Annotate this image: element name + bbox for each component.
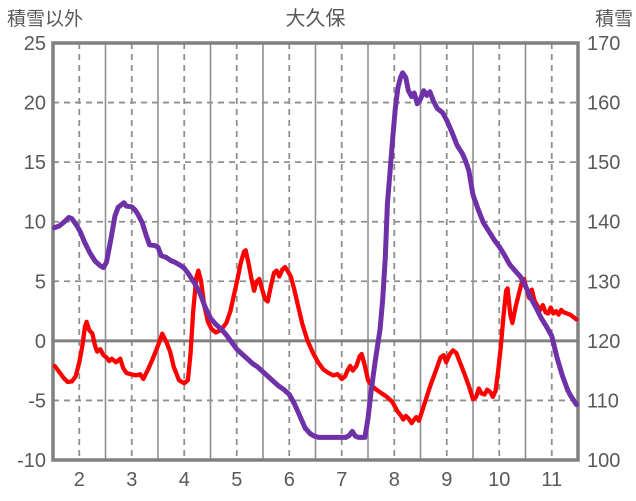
- left-axis-tick-label: 20: [24, 93, 46, 115]
- left-axis-tick-label: 5: [35, 271, 46, 293]
- left-axis-tick-label: -10: [17, 450, 46, 472]
- x-axis-tick-label: 9: [441, 469, 452, 491]
- x-axis-tick-label: 8: [389, 469, 400, 491]
- right-axis-tick-label: 110: [587, 390, 619, 412]
- left-axis-tick-label: -5: [28, 390, 46, 412]
- right-axis-tick-label: 100: [587, 450, 620, 472]
- x-axis-tick-label: 3: [126, 469, 137, 491]
- plot-border: [51, 41, 580, 462]
- right-axis-tick-label: 170: [587, 33, 620, 55]
- chart-title: 大久保: [285, 8, 346, 30]
- left-axis-tick-label: 15: [24, 152, 46, 174]
- non-snow-series-line: [52, 248, 579, 426]
- right-axis-tick-label: 140: [587, 212, 620, 234]
- x-axis-tick-label: 5: [231, 469, 242, 491]
- snow-depth-series-line: [52, 70, 579, 440]
- right-axis-title: 積雪: [594, 9, 633, 30]
- x-axis-tick-label: 6: [284, 469, 295, 491]
- left-axis-tick-label: 0: [35, 331, 46, 353]
- right-axis-tick-label: 130: [587, 271, 620, 293]
- x-axis-tick-label: 4: [179, 469, 190, 491]
- x-axis-tick-label: 10: [488, 469, 510, 491]
- x-axis-tick-label: 2: [74, 469, 85, 491]
- left-axis-tick-label: 25: [24, 33, 46, 55]
- right-axis-tick-label: 120: [587, 331, 620, 353]
- x-axis-tick-label: 11: [541, 469, 562, 491]
- right-axis-tick-label: 150: [587, 152, 620, 174]
- x-axis-tick-label: 7: [336, 469, 347, 491]
- right-axis-tick-label: 160: [587, 93, 620, 115]
- left-axis-tick-label: 10: [24, 212, 46, 234]
- left-axis-title: 積雪以外: [7, 9, 84, 30]
